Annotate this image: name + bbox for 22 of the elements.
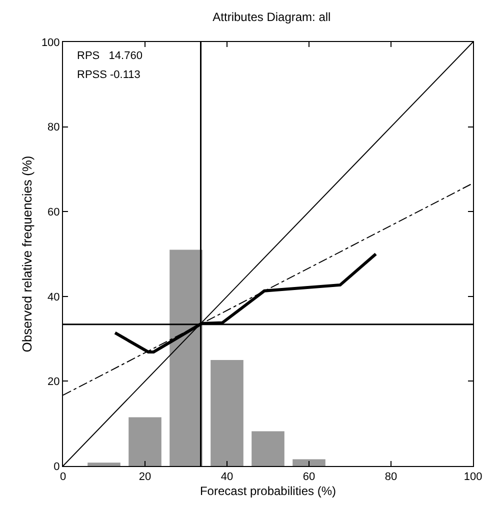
y-tick-label: 0 [54,460,60,473]
annotation: RPSS -0.113 [77,69,140,81]
bar [210,360,244,466]
bar [128,417,162,466]
x-tick-label: 20 [138,471,152,484]
x-axis-title: Forecast probabilities (%) [200,484,336,498]
y-tick-label: 60 [48,206,60,218]
x-tick-label: 100 [464,471,482,484]
x-tick-label: 60 [302,471,316,484]
y-tick-label: 20 [48,376,60,388]
chart-title: Attributes Diagram: all [212,10,331,24]
bar [292,459,326,466]
bar [252,431,284,466]
y-tick-label: 40 [48,291,60,304]
annotation: RPS 14.760 [77,50,142,62]
bar [170,250,202,466]
y-axis-title: Observed relative frequencies (%) [19,156,34,352]
x-tick-label: 80 [384,471,398,484]
y-tick-label: 100 [41,36,60,49]
y-tick-label: 80 [48,122,60,134]
bar [88,462,120,466]
x-tick-label: 40 [220,471,234,484]
